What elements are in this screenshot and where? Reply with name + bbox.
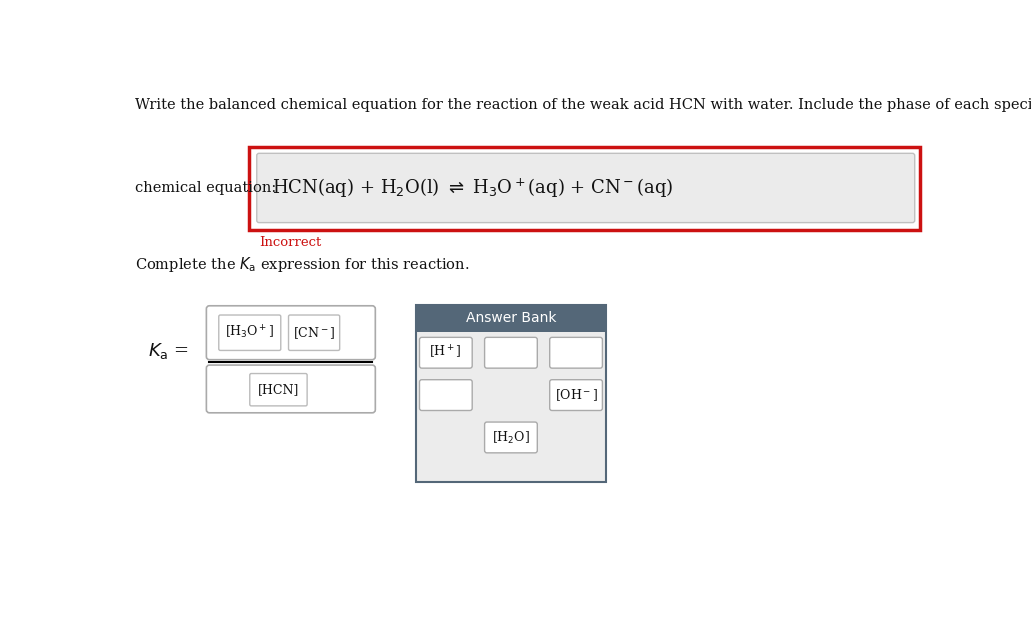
FancyBboxPatch shape	[219, 315, 280, 350]
FancyBboxPatch shape	[289, 315, 339, 350]
Text: [CN$^-$]: [CN$^-$]	[293, 325, 335, 341]
Bar	[417, 305, 606, 332]
Text: HCN(aq) + H$_2$O(l) $\rightleftharpoons$ H$_3$O$^+$(aq) + CN$^-$(aq): HCN(aq) + H$_2$O(l) $\rightleftharpoons$…	[272, 176, 673, 200]
Text: Incorrect: Incorrect	[259, 237, 322, 249]
Text: chemical equation:: chemical equation:	[135, 181, 276, 195]
FancyBboxPatch shape	[485, 337, 537, 368]
Text: [OH$^-$]: [OH$^-$]	[555, 387, 598, 403]
Text: [H$_2$O]: [H$_2$O]	[492, 429, 530, 445]
Text: [HCN]: [HCN]	[258, 384, 299, 396]
FancyBboxPatch shape	[206, 306, 375, 360]
FancyBboxPatch shape	[420, 337, 472, 368]
Text: Write the balanced chemical equation for the reaction of the weak acid HCN with : Write the balanced chemical equation for…	[135, 98, 1031, 112]
Bar	[250, 147, 920, 230]
FancyBboxPatch shape	[550, 337, 602, 368]
Text: Complete the $K_\mathrm{a}$ expression for this reaction.: Complete the $K_\mathrm{a}$ expression f…	[135, 255, 469, 274]
FancyBboxPatch shape	[485, 422, 537, 453]
Text: Answer Bank: Answer Bank	[466, 312, 557, 326]
FancyBboxPatch shape	[420, 380, 472, 410]
Text: [H$_3$O$^+$]: [H$_3$O$^+$]	[225, 324, 274, 342]
Text: [H$^+$]: [H$^+$]	[430, 344, 462, 361]
Text: $K_\mathrm{a}$ =: $K_\mathrm{a}$ =	[148, 341, 189, 361]
FancyBboxPatch shape	[250, 373, 307, 406]
FancyBboxPatch shape	[257, 153, 914, 223]
FancyBboxPatch shape	[206, 365, 375, 413]
Bar	[417, 305, 606, 482]
FancyBboxPatch shape	[550, 380, 602, 410]
